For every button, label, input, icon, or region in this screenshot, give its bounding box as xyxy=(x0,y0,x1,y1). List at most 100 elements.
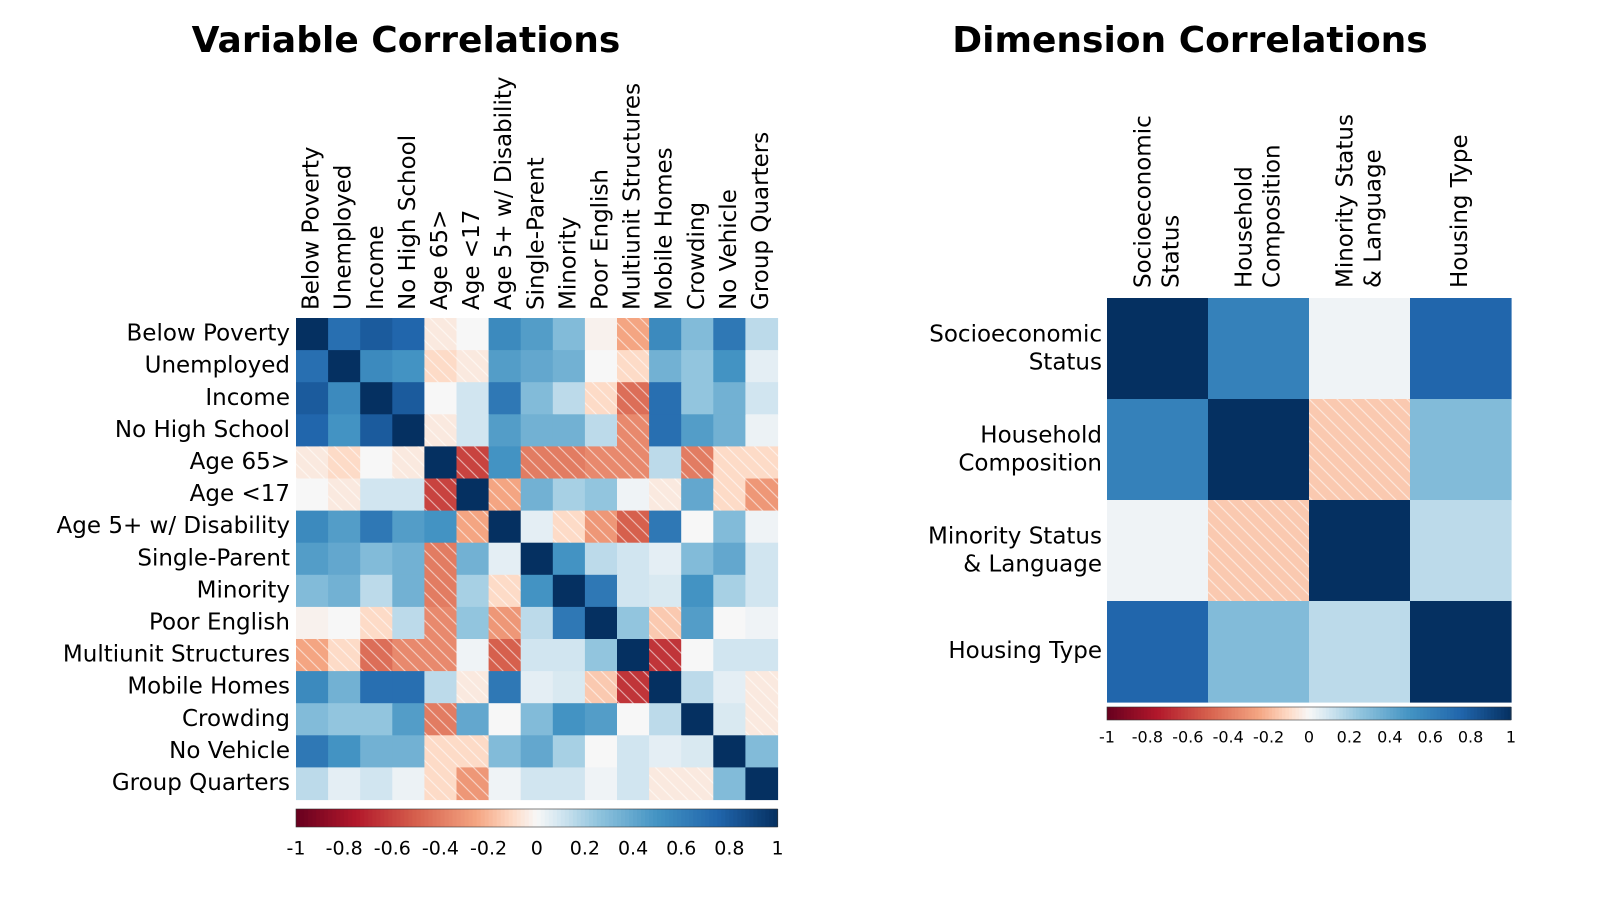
heatmap-cell xyxy=(488,318,522,351)
negative-hatch xyxy=(681,767,714,801)
heatmap-cell xyxy=(392,542,425,576)
row-label: Socioeconomic Status xyxy=(929,321,1102,375)
colorbar-segment xyxy=(512,809,518,827)
negative-hatch xyxy=(424,574,458,608)
colorbar-segment xyxy=(308,809,313,827)
heatmap-cell xyxy=(296,671,329,704)
heatmap-cell xyxy=(552,703,586,736)
colorbar-segment xyxy=(1211,707,1216,720)
heatmap-cell xyxy=(360,574,393,608)
heatmap-cell xyxy=(328,735,361,768)
colorbar-segment xyxy=(564,809,570,827)
heatmap-cell xyxy=(328,703,361,736)
colorbar-tick-label: 0 xyxy=(1304,728,1314,747)
column-label: Age <17 xyxy=(459,210,485,310)
colorbar-segment xyxy=(376,809,381,827)
colorbar-segment xyxy=(1440,707,1445,720)
colorbar-segment xyxy=(420,809,425,827)
heatmap-cell xyxy=(360,414,393,447)
heatmap-cell xyxy=(713,318,746,351)
colorbar-segment xyxy=(1322,707,1327,720)
heatmap-cell xyxy=(520,671,554,704)
colorbar-segment xyxy=(677,809,682,827)
colorbar-segment xyxy=(1369,707,1374,720)
heatmap-cell xyxy=(713,767,746,801)
colorbar-segment xyxy=(1214,707,1219,720)
colorbar-segment xyxy=(729,809,734,827)
colorbar-segment xyxy=(749,809,755,827)
colorbar-segment xyxy=(1342,707,1347,720)
colorbar-segment xyxy=(1285,707,1290,720)
heatmap-cell xyxy=(649,414,682,447)
colorbar-segment xyxy=(1372,707,1377,720)
negative-hatch xyxy=(392,639,425,672)
heatmap-cell xyxy=(488,767,522,801)
negative-hatch xyxy=(488,639,522,672)
colorbar-segment xyxy=(1255,707,1260,720)
heatmap-cell xyxy=(552,318,586,351)
colorbar-segment xyxy=(496,809,502,827)
heatmap-cell xyxy=(456,382,490,415)
colorbar-segment xyxy=(1420,707,1425,720)
column-label: Mobile Homes xyxy=(652,147,678,310)
heatmap-cell xyxy=(392,414,425,447)
colorbar-segment xyxy=(1426,707,1431,720)
colorbar-segment xyxy=(1433,707,1438,720)
heatmap-cell xyxy=(296,382,329,415)
heatmap-cell xyxy=(649,735,682,768)
heatmap-cell xyxy=(649,318,682,351)
heatmap-cell xyxy=(488,542,522,576)
colorbar-segment xyxy=(1500,707,1505,720)
colorbar-segment xyxy=(456,809,462,827)
negative-hatch xyxy=(520,446,554,480)
colorbar-segment xyxy=(540,809,546,827)
colorbar-segment xyxy=(504,809,510,827)
colorbar-segment xyxy=(352,809,357,827)
colorbar-segment xyxy=(1379,707,1384,720)
heatmap-cell xyxy=(296,767,329,801)
colorbar-segment xyxy=(1329,707,1334,720)
heatmap-cell xyxy=(552,671,586,704)
heatmap-cell xyxy=(1410,500,1512,602)
heatmap-cell xyxy=(649,382,682,415)
heatmap-cell xyxy=(520,639,554,672)
colorbar-segment xyxy=(444,809,450,827)
column-label: Group Quarters xyxy=(748,132,774,310)
heatmap-cell xyxy=(328,671,361,704)
colorbar-segment xyxy=(400,809,405,827)
column-label: No Vehicle xyxy=(716,189,742,310)
colorbar-segment xyxy=(1170,707,1175,720)
heatmap-cell xyxy=(745,574,779,608)
row-label: No High School xyxy=(115,417,290,443)
colorbar-segment xyxy=(773,809,779,827)
heatmap-cell xyxy=(681,574,714,608)
colorbar-segment xyxy=(1399,707,1404,720)
heatmap-cell xyxy=(424,671,458,704)
colorbar-segment xyxy=(1224,707,1229,720)
colorbar-segment xyxy=(645,809,650,827)
colorbar-segment xyxy=(1507,707,1512,720)
heatmap-cell xyxy=(745,318,779,351)
heatmap-cell xyxy=(681,382,714,415)
heatmap-cell xyxy=(296,574,329,608)
colorbar-segment xyxy=(1436,707,1441,720)
heatmap-cell xyxy=(1208,399,1310,501)
colorbar-segment xyxy=(576,809,582,827)
heatmap-cell xyxy=(1309,500,1411,602)
heatmap-cell xyxy=(1410,298,1512,400)
colorbar-segment xyxy=(649,809,654,827)
heatmap-cell xyxy=(520,574,554,608)
colorbar-segment xyxy=(661,809,666,827)
colorbar-segment xyxy=(560,809,566,827)
negative-hatch xyxy=(456,350,490,383)
heatmap-cell xyxy=(617,574,650,608)
colorbar-segment xyxy=(1470,707,1475,720)
heatmap-cell xyxy=(584,318,618,351)
heatmap-cell xyxy=(392,671,425,704)
colorbar-segment xyxy=(741,809,746,827)
heatmap-cell xyxy=(360,446,393,480)
colorbar-segment xyxy=(1120,707,1125,720)
colorbar-segment xyxy=(336,809,341,827)
colorbar-segment xyxy=(320,809,325,827)
